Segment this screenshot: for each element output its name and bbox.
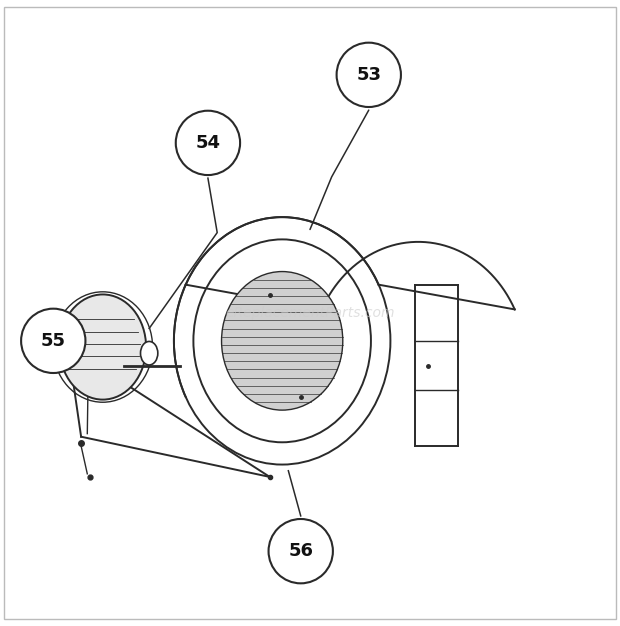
Ellipse shape	[221, 272, 343, 410]
Text: 53: 53	[356, 66, 381, 84]
Ellipse shape	[60, 294, 146, 399]
Circle shape	[337, 43, 401, 107]
Circle shape	[268, 519, 333, 583]
Text: 54: 54	[195, 134, 221, 152]
Text: 56: 56	[288, 542, 313, 560]
Circle shape	[175, 111, 240, 175]
Text: 55: 55	[41, 332, 66, 350]
Text: eReplacementParts.com: eReplacementParts.com	[225, 306, 395, 320]
Circle shape	[21, 309, 86, 373]
Ellipse shape	[141, 341, 158, 365]
